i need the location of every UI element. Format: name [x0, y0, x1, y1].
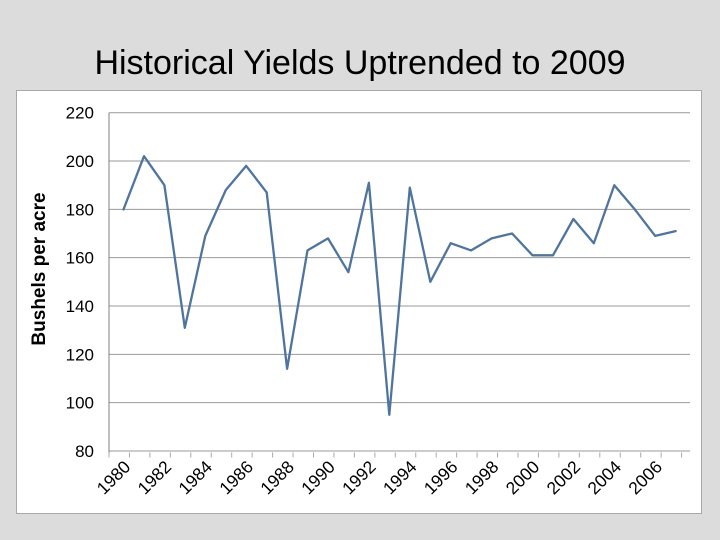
- x-axis-ticks: [108, 452, 683, 458]
- svg-text:160: 160: [66, 249, 94, 268]
- yield-line-chart: 80 100 120 140 160 180 200 220 1980 1982 1984 1986…: [29, 104, 690, 499]
- gridlines: [109, 112, 690, 452]
- svg-text:220: 220: [66, 104, 94, 123]
- svg-text:2004: 2004: [583, 457, 625, 499]
- svg-text:100: 100: [66, 394, 94, 413]
- svg-text:2002: 2002: [543, 457, 585, 499]
- svg-text:1990: 1990: [297, 457, 339, 499]
- svg-text:180: 180: [66, 200, 94, 219]
- x-axis-tick-labels: 1980 1982 1984 1986 1988 1990 1992 1994 1996 1998…: [93, 457, 666, 499]
- svg-text:1984: 1984: [174, 457, 216, 499]
- svg-text:1998: 1998: [461, 457, 503, 499]
- slide-title: Historical Yields Uptrended to 2009: [94, 44, 626, 82]
- svg-text:2006: 2006: [624, 457, 666, 499]
- svg-text:1988: 1988: [256, 457, 298, 499]
- svg-text:140: 140: [66, 297, 94, 316]
- chart-panel: 80 100 120 140 160 180 200 220 1980 1982 1984 1986…: [16, 90, 702, 514]
- y-axis-title: Bushels per acre: [29, 192, 50, 345]
- svg-text:1986: 1986: [215, 457, 257, 499]
- svg-text:1994: 1994: [379, 457, 421, 499]
- svg-text:200: 200: [66, 152, 94, 171]
- yield-series-line: [122, 155, 677, 416]
- svg-text:120: 120: [66, 345, 94, 364]
- y-axis-tick-labels: 80 100 120 140 160 180 200 220: [66, 104, 94, 461]
- svg-text:1992: 1992: [338, 457, 380, 499]
- svg-text:2000: 2000: [502, 457, 544, 499]
- svg-text:80: 80: [75, 442, 94, 461]
- svg-text:1996: 1996: [420, 457, 462, 499]
- svg-text:1982: 1982: [134, 457, 176, 499]
- svg-text:1980: 1980: [93, 457, 135, 499]
